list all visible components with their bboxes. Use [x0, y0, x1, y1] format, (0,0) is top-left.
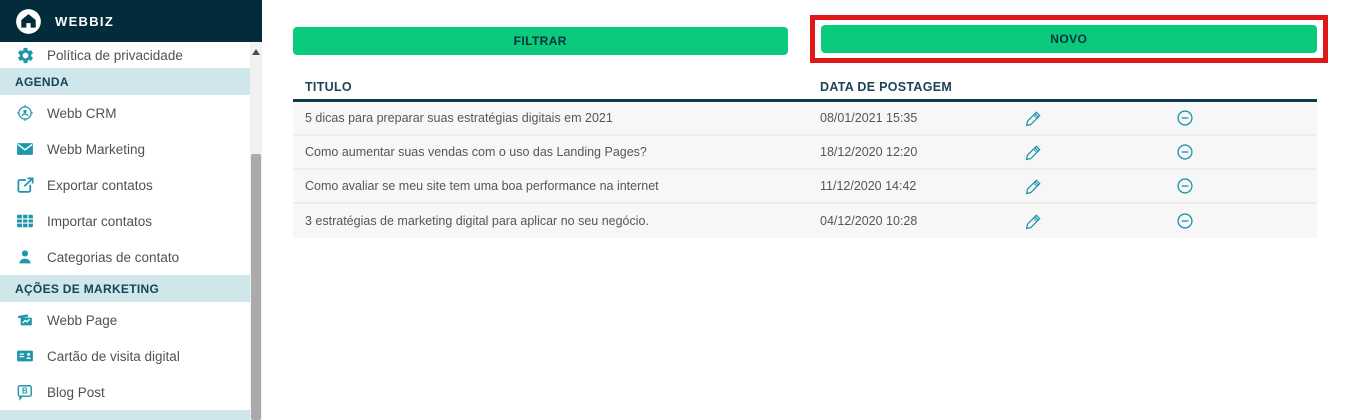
svg-text:B: B	[22, 387, 28, 396]
post-date: 18/12/2020 12:20	[820, 145, 918, 159]
toolbar: FILTRAR NOVO	[293, 15, 1328, 63]
sidebar-scrollbar[interactable]	[250, 42, 262, 420]
sidebar-item-label: Política de privacidade	[47, 47, 183, 63]
envelope-icon	[15, 139, 35, 159]
sidebar-item-label: Categorias de contato	[47, 249, 180, 265]
blog-bubble-icon: B	[15, 382, 35, 402]
post-title: Como aumentar suas vendas com o uso das …	[305, 145, 647, 159]
sidebar-item-cartao-de-visita-digital[interactable]: Cartão de visita digital	[0, 338, 250, 374]
edit-pencil-icon[interactable]	[1022, 175, 1045, 198]
sidebar-next-section-strip	[0, 410, 250, 420]
sidebar-item-importar-contatos[interactable]: Importar contatos	[0, 203, 250, 239]
sidebar-item-label: Cartão de visita digital	[47, 348, 180, 364]
table-row: Como aumentar suas vendas com o uso das …	[293, 136, 1317, 170]
remove-minus-circle-icon[interactable]	[1173, 174, 1197, 198]
sidebar-header: WEBBIZ	[0, 0, 262, 42]
sidebar-item-label: Blog Post	[47, 384, 105, 400]
sidebar-item-label: Importar contatos	[47, 213, 153, 229]
table-row: 5 dicas para preparar suas estratégias d…	[293, 102, 1317, 136]
post-date: 11/12/2020 14:42	[820, 179, 917, 193]
sidebar-item-exportar-contatos[interactable]: Exportar contatos	[0, 167, 250, 203]
crm-target-person-icon	[15, 103, 35, 123]
business-card-icon	[15, 346, 35, 366]
post-title: 5 dicas para preparar suas estratégias d…	[305, 111, 613, 125]
sidebar-item-label: Webb Marketing	[47, 141, 146, 157]
filtrar-wrap: FILTRAR	[293, 15, 788, 55]
person-icon	[15, 247, 35, 267]
annotation-highlight-box: NOVO	[809, 15, 1328, 63]
remove-minus-circle-icon[interactable]	[1173, 140, 1197, 164]
home-icon	[15, 8, 42, 35]
table-row: Como avaliar se meu site tem uma boa per…	[293, 170, 1317, 204]
post-date: 04/12/2020 10:28	[820, 214, 918, 228]
sidebar-item-webb-crm[interactable]: Webb CRM	[0, 95, 250, 131]
novo-button[interactable]: NOVO	[820, 25, 1317, 53]
scrollbar-thumb[interactable]	[251, 154, 261, 420]
sidebar: WEBBIZ Política de privacidade AGENDA Webb…	[0, 0, 262, 420]
posts-table: TITULO DATA DE POSTAGEM 5 dicas para pre…	[293, 75, 1317, 238]
sidebar-item-categorias-de-contato[interactable]: Categorias de contato	[0, 239, 250, 275]
sidebar-item-label: Webb Page	[47, 312, 118, 328]
sidebar-menu: Política de privacidade AGENDA Webb CRM Web…	[0, 42, 250, 410]
main-content: FILTRAR NOVO TITULO DATA DE POSTAGEM 5 d…	[262, 0, 1349, 420]
table-body: 5 dicas para preparar suas estratégias d…	[293, 102, 1317, 238]
sidebar-section-acoes-de-marketing: AÇÕES DE MARKETING	[0, 275, 250, 302]
sidebar-section-agenda: AGENDA	[0, 68, 250, 95]
table-header-row: TITULO DATA DE POSTAGEM	[293, 75, 1317, 102]
webpage-cards-icon	[15, 310, 35, 330]
edit-pencil-icon[interactable]	[1022, 107, 1045, 130]
sidebar-item-blog-post[interactable]: B Blog Post	[0, 374, 250, 410]
scroll-up-arrow-icon[interactable]	[252, 49, 260, 55]
remove-minus-circle-icon[interactable]	[1173, 106, 1197, 130]
table-row: 3 estratégias de marketing digital para …	[293, 204, 1317, 238]
column-header-titulo: TITULO	[305, 80, 352, 94]
sidebar-item-webb-page[interactable]: Webb Page	[0, 302, 250, 338]
edit-pencil-icon[interactable]	[1022, 141, 1045, 164]
edit-pencil-icon[interactable]	[1022, 210, 1045, 233]
column-header-data-de-postagem: DATA DE POSTAGEM	[820, 80, 953, 94]
table-icon	[15, 211, 35, 231]
sidebar-item-label: Webb CRM	[47, 105, 117, 121]
export-icon	[15, 175, 35, 195]
brand-name: WEBBIZ	[55, 13, 115, 29]
post-date: 08/01/2021 15:35	[820, 111, 918, 125]
sidebar-item-politica-de-privacidade[interactable]: Política de privacidade	[0, 42, 250, 68]
gear-icon	[15, 45, 35, 65]
sidebar-item-label: Exportar contatos	[47, 177, 153, 193]
post-title: Como avaliar se meu site tem uma boa per…	[305, 179, 659, 193]
post-title: 3 estratégias de marketing digital para …	[305, 214, 649, 228]
filtrar-button[interactable]: FILTRAR	[293, 27, 788, 55]
remove-minus-circle-icon[interactable]	[1173, 209, 1197, 233]
sidebar-item-webb-marketing[interactable]: Webb Marketing	[0, 131, 250, 167]
